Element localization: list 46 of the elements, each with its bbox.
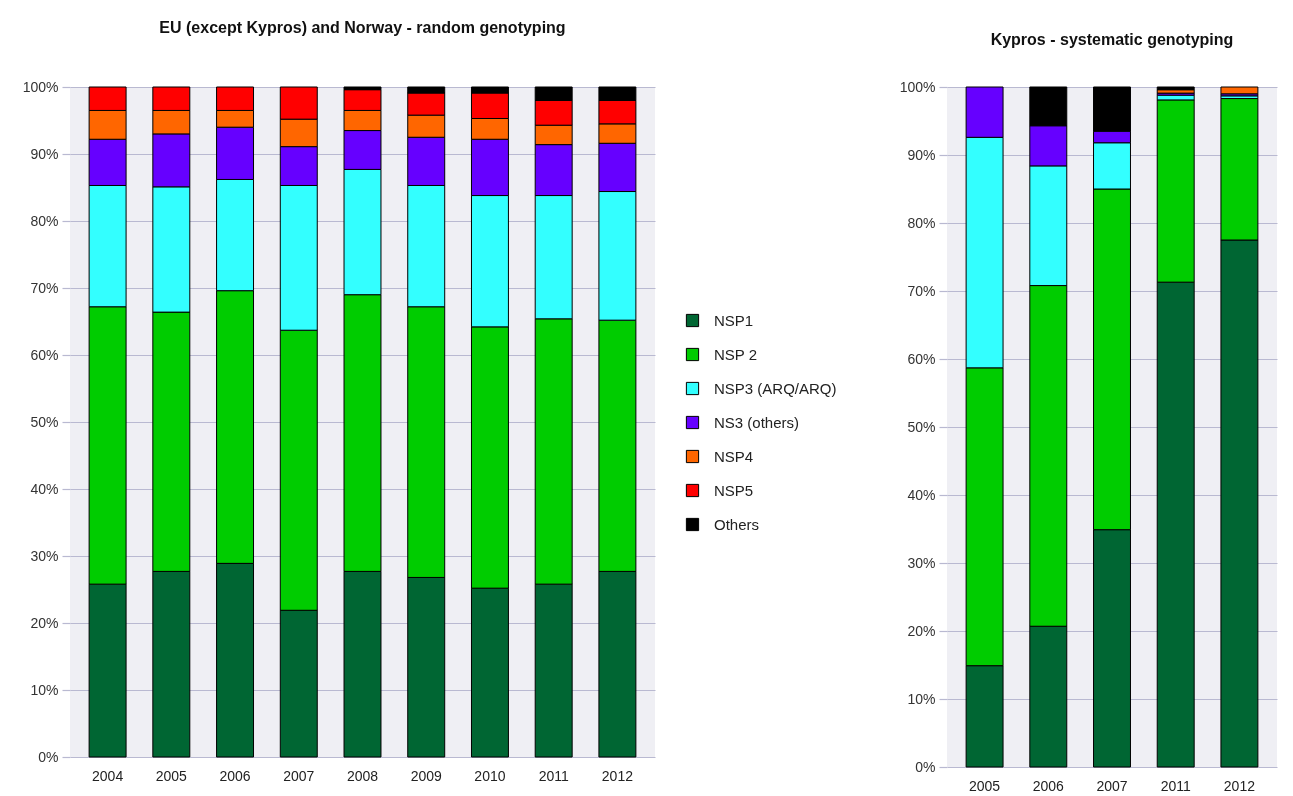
x-tick-label: 2004 [92,767,124,784]
x-tick-label: 2011 [538,767,569,784]
legend-label: NSP1 [714,311,754,329]
y-tick-label: 30% [30,547,59,564]
y-tick-label: 50% [907,418,936,435]
x-tick-label: 2006 [1032,777,1065,794]
y-tick-label: 10% [907,690,936,707]
chart-title: EU (except Kypros) and Norway - random genotyping [159,19,566,36]
y-tick-label: 60% [30,346,59,363]
x-tick-label: 2006 [219,767,251,784]
legend-label: Others [714,515,760,533]
y-tick-label: 70% [907,282,936,299]
y-tick-label: 10% [30,681,59,698]
legend-label: NSP5 [714,481,754,499]
y-tick-label: 80% [30,212,59,229]
legend-label: NS3 (others) [714,413,800,431]
y-tick-label: 40% [30,480,59,497]
x-tick-label: 2012 [601,767,634,784]
y-tick-label: 60% [907,350,936,367]
x-tick-label: 2010 [474,767,506,784]
x-tick-label: 2008 [346,767,379,784]
y-tick-label: 80% [907,214,936,231]
y-tick-label: 100% [22,78,59,95]
legend-label: NSP 2 [714,345,758,363]
x-tick-label: 2007 [1096,777,1128,794]
x-tick-label: 2012 [1223,777,1256,794]
bar [1220,86,1259,95]
y-tick-label: 0% [38,748,59,765]
y-tick-label: 70% [30,279,59,296]
y-tick-label: 20% [30,614,59,631]
legend-label: NSP4 [714,447,754,465]
x-tick-label: 2009 [410,767,443,784]
x-tick-label: 2005 [969,777,1001,794]
x-tick-label: 2011 [1160,777,1191,794]
chart-title: Kypros - systematic genotyping [990,31,1234,48]
y-tick-label: 30% [907,554,936,571]
y-tick-label: 40% [907,486,936,503]
y-tick-label: 50% [30,413,59,430]
y-tick-label: 0% [915,758,936,775]
y-tick-label: 90% [907,146,936,163]
legend-label: NSP3 (ARQ/ARQ) [714,379,837,397]
y-tick-label: 100% [899,78,936,95]
y-tick-label: 20% [907,622,936,639]
x-tick-label: 2007 [283,767,315,784]
y-tick-label: 90% [30,145,59,162]
x-tick-label: 2005 [155,767,188,784]
